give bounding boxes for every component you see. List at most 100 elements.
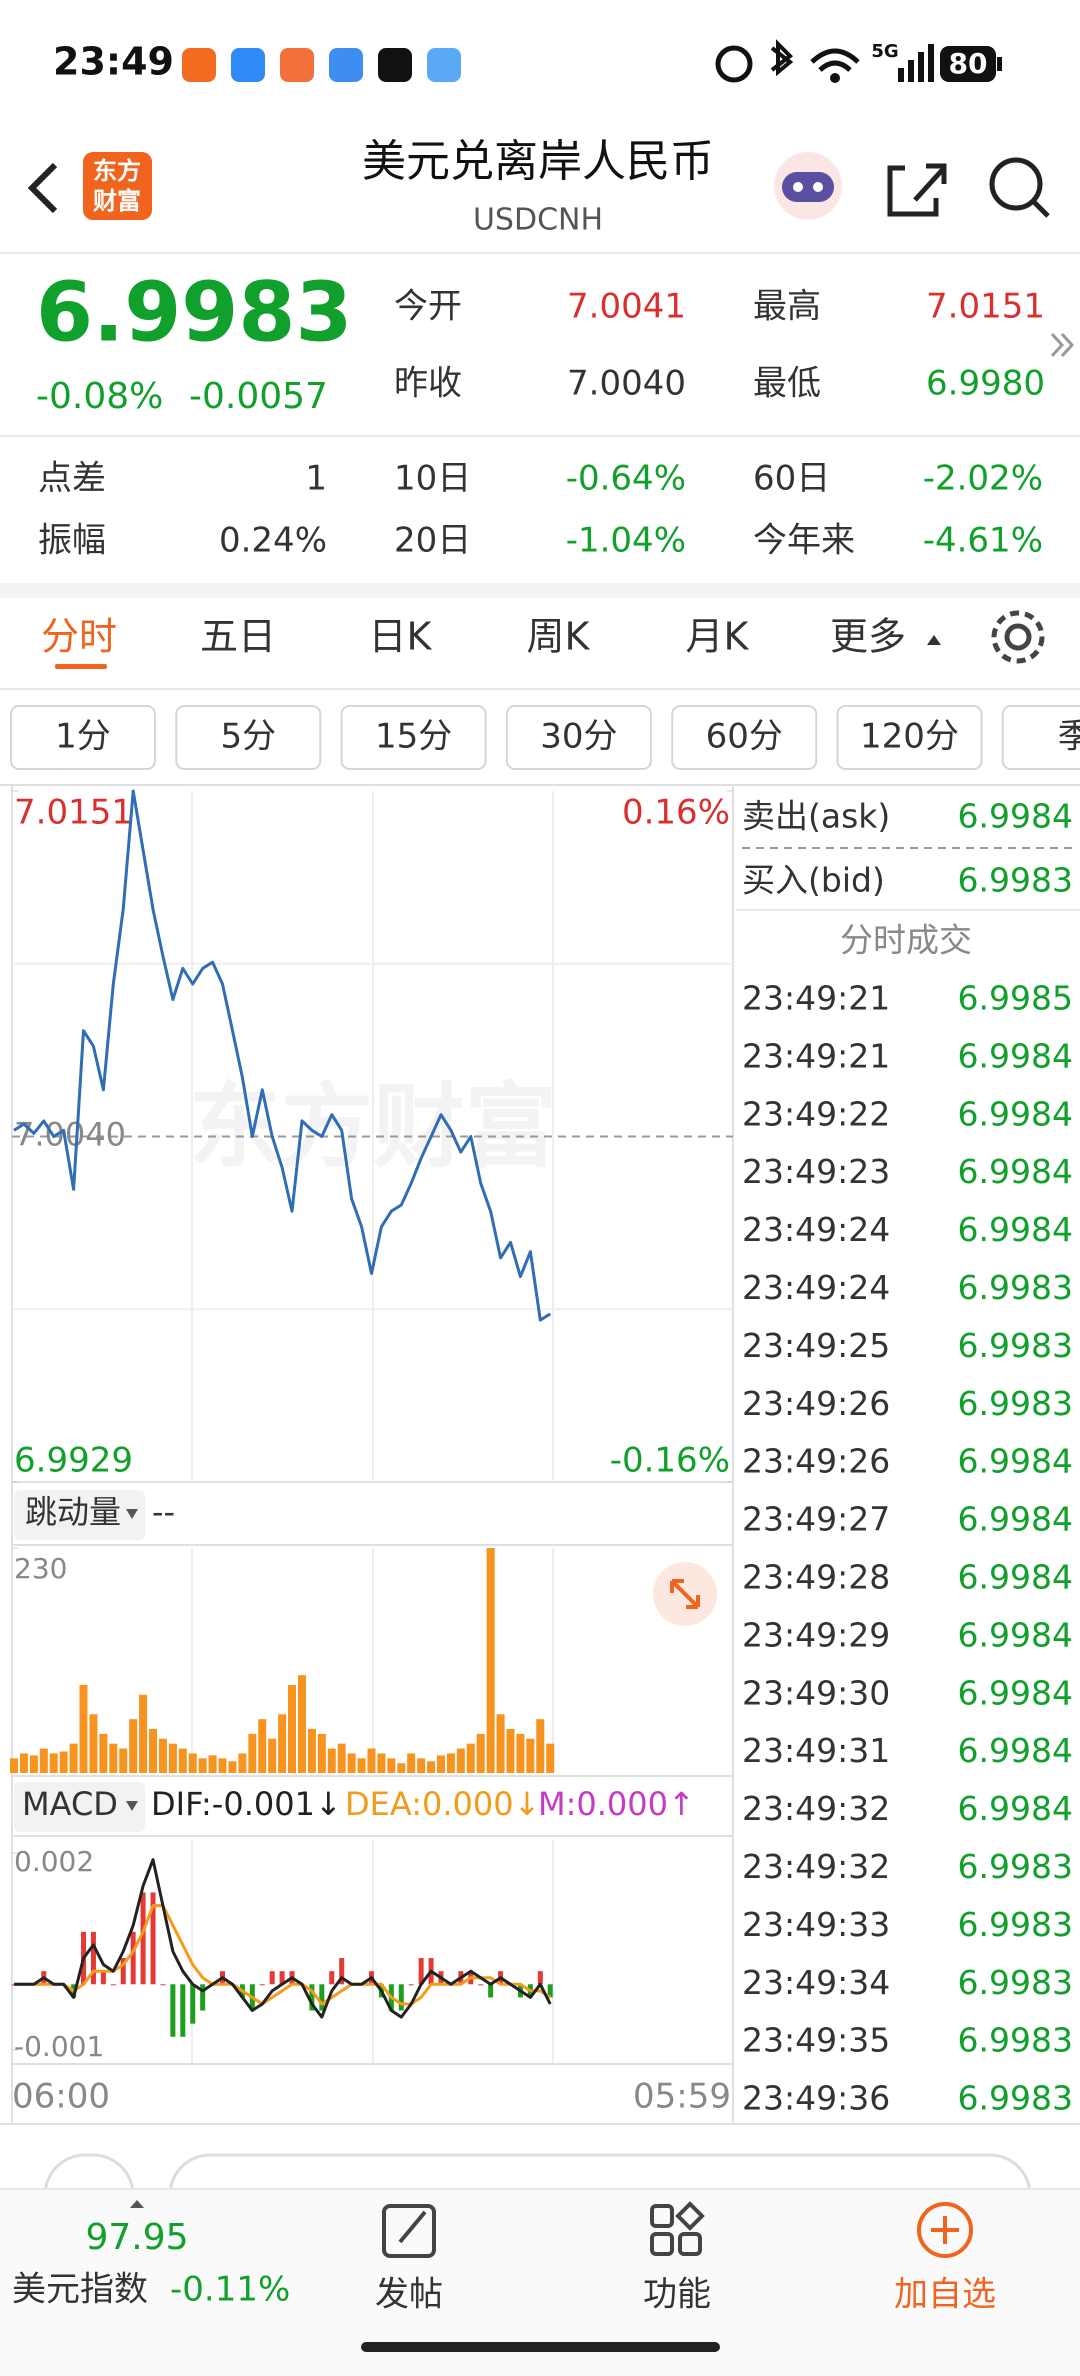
volume-bar [198,1758,207,1773]
interval-label[interactable]: 5分 [220,717,276,757]
change-percent: -0.08% [36,376,163,417]
macd-bar [190,1984,196,2024]
macd-bar [160,1984,166,1986]
price-line [13,789,551,1322]
trade-price: 6.9984 [958,1036,1073,1075]
volume-bar [178,1748,187,1773]
volume-bar [59,1751,68,1773]
interval-label[interactable]: 季 [1058,717,1080,757]
search-icon[interactable] [989,157,1050,218]
macd-bar [408,1984,414,1986]
y-tick-label: 230 [14,1552,67,1585]
indicator-selector[interactable] [14,1782,145,1832]
volume-bar [456,1748,465,1773]
stats: 点差 1 10日 -0.64% 60日 -2.02% 振幅 0.24% 20日 -1.04% 今年来… [38,459,1043,561]
interval-label[interactable]: 60分 [706,717,783,757]
header-subtitle: USDCNH [473,203,603,238]
interval-button[interactable] [340,705,487,770]
stat-value: 1 [305,459,327,499]
volume-bar [357,1758,366,1773]
volume-bar [506,1728,515,1773]
volume-bar [218,1758,227,1773]
tab[interactable]: 月K [686,615,750,659]
dea-line [14,1904,552,2006]
indicator-label: DEA:0.000↓ [345,1785,540,1823]
tab[interactable]: 日K [369,615,433,659]
volume-bar [149,1728,158,1773]
footer-button[interactable]: 功能 [643,2275,711,2315]
field-value: 7.0041 [567,287,686,327]
macd-bar [170,1984,176,2037]
trade-price: 6.9984 [958,1789,1073,1828]
interval-button[interactable] [671,705,818,770]
field-label: 昨收 [394,364,462,404]
trade-time: 23:49:31 [742,1731,890,1770]
share-icon[interactable] [887,163,947,217]
bid-price: 6.9983 [958,861,1073,900]
trade-time: 23:49:26 [742,1384,890,1423]
indicator-selector[interactable] [14,1490,145,1540]
volume-bar [79,1684,88,1773]
back-button[interactable] [27,162,58,214]
fullscreen-icon[interactable] [653,1562,717,1626]
macd-bar [547,1984,553,1998]
dropdown-arrow [126,1801,138,1811]
settings-icon[interactable] [991,610,1045,664]
time-label: 06:00 [12,2077,110,2117]
volume-bar [427,1761,436,1773]
field-value: 6.9980 [926,364,1045,404]
volume-bar [407,1753,416,1773]
index-change[interactable]: -0.11% [170,2270,290,2310]
volume-bar [347,1753,356,1773]
volume-bar [168,1743,177,1773]
expand-arrow[interactable] [1050,332,1075,358]
volume-bar [536,1719,545,1773]
volume-bar [307,1728,316,1773]
footer-button[interactable]: 加自选 [894,2275,996,2315]
interval-label[interactable]: 15分 [375,717,452,757]
stat-label: 60日 [753,459,830,499]
volume-bar [129,1719,138,1773]
interval-button[interactable] [175,705,322,770]
tab[interactable]: 分时 [41,615,117,659]
interval-button[interactable] [1001,705,1080,770]
interval-label[interactable]: 30分 [540,717,617,757]
status-system-icons: 5G [715,39,1002,83]
volume-value: -- [152,1493,175,1531]
interval-label[interactable]: 1分 [55,717,111,757]
tab[interactable]: 周K [527,615,591,659]
volume-bar [317,1733,326,1773]
volume-bar [10,1758,18,1773]
footer-button[interactable]: 发帖 [375,2275,443,2315]
index-value[interactable]: 97.95 [85,2217,188,2258]
volume-bar [397,1763,406,1773]
volume-bar [228,1761,237,1773]
trade-time: 23:49:24 [742,1268,890,1307]
trade-price: 6.9985 [958,979,1073,1018]
tab[interactable]: 五日 [200,615,276,659]
volume-bar [387,1758,396,1773]
interval-button[interactable] [836,705,983,770]
assistant-icon[interactable] [774,152,842,220]
trade-time: 23:49:25 [742,1326,890,1365]
y2-tick-label: 0.16% [622,793,730,833]
trade-time: 23:49:35 [742,2021,890,2060]
volume-bar [69,1743,78,1773]
y-tick-label: 6.9929 [14,1441,133,1481]
trade-price: 6.9984 [958,1615,1073,1654]
macd-bar [478,1984,484,1986]
trade-price: 6.9984 [958,1210,1073,1249]
interval-button[interactable] [10,705,156,770]
macd-bar [180,1984,186,2037]
trade-time: 23:49:36 [742,2079,890,2118]
interval-button[interactable] [505,705,652,770]
tab[interactable]: 更多 [830,615,906,659]
interval-label[interactable]: 120分 [860,717,959,757]
more-arrow [927,635,941,645]
index-name[interactable]: 美元指数 [12,2270,148,2310]
bid-label: 买入(bid) [742,861,885,900]
macd-bar [329,1971,335,1985]
volume-bar [119,1748,128,1773]
macd-bar [110,1984,116,1986]
volume-bar [278,1714,287,1773]
